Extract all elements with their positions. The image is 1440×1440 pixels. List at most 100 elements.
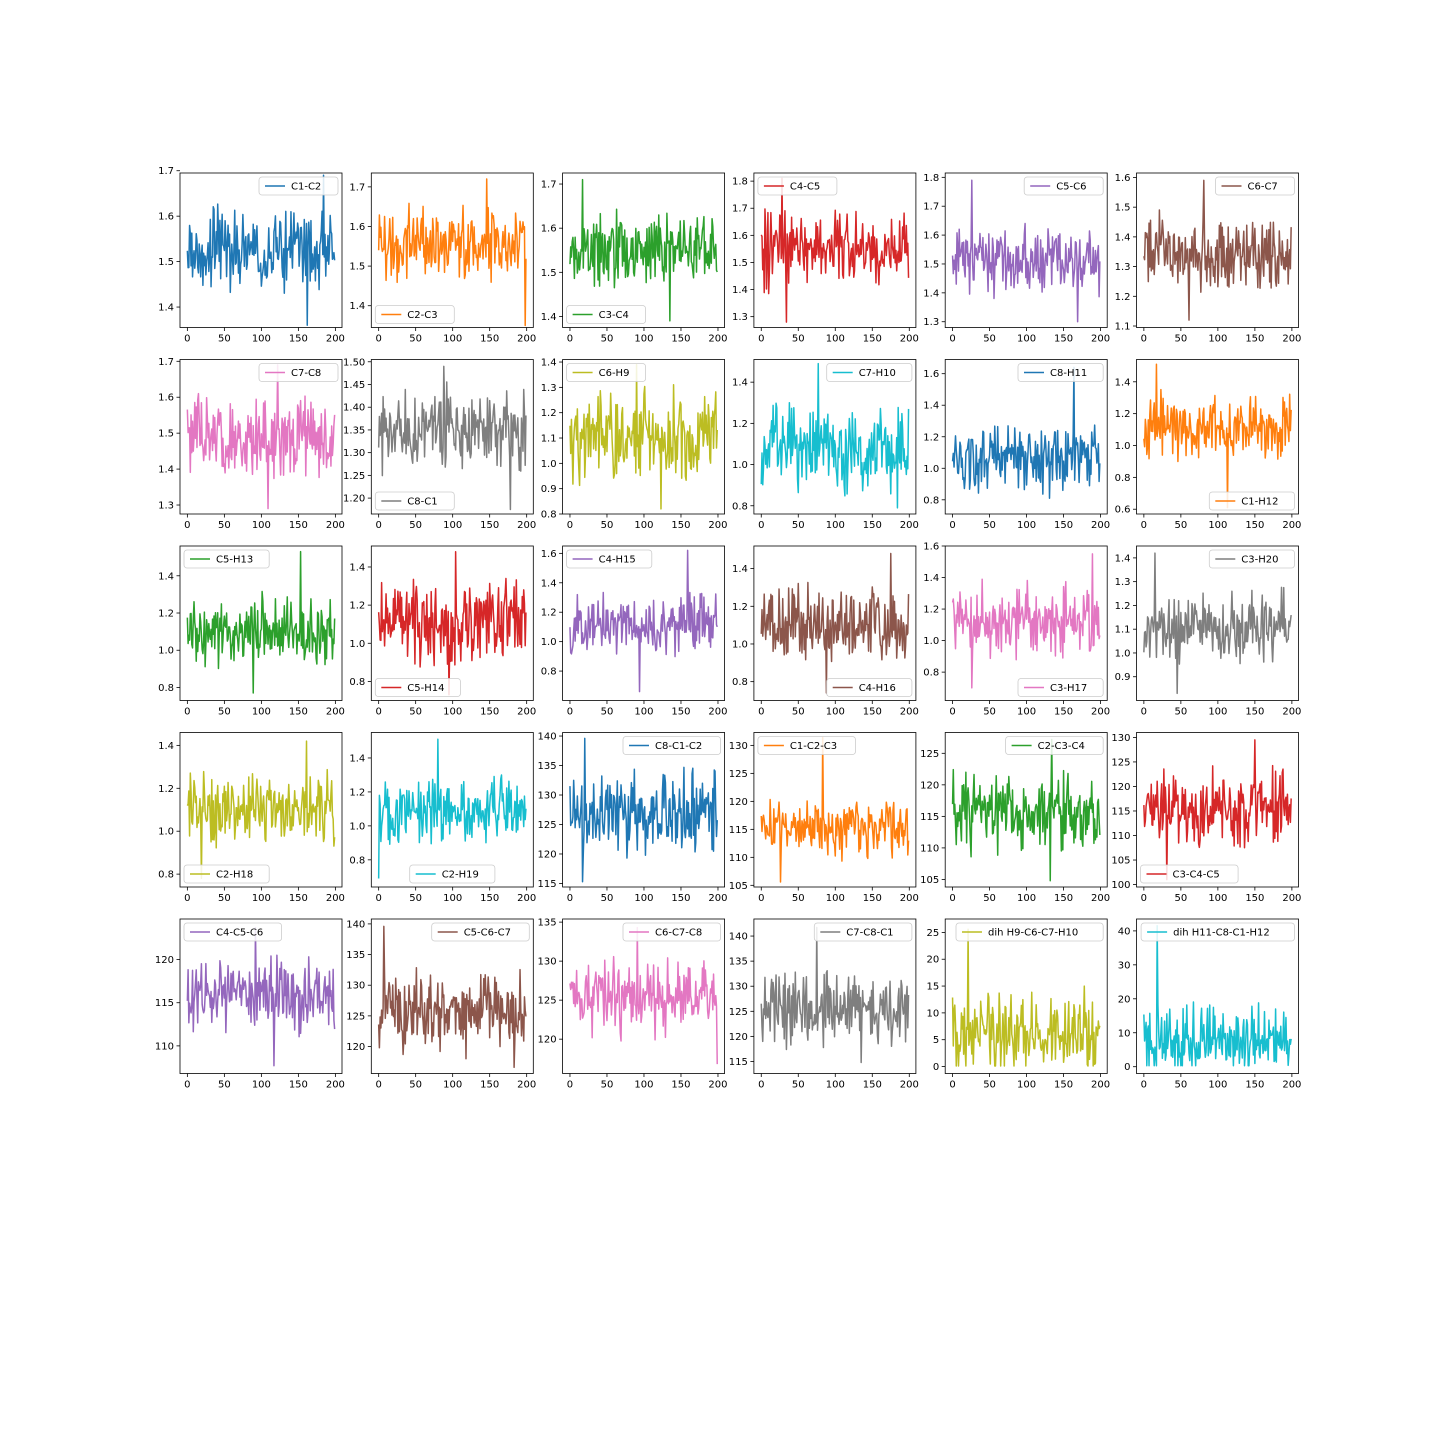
y-tick-label: 1.6	[158, 393, 174, 404]
series-line-C6-H9	[569, 363, 718, 510]
y-tick-label: 1.2	[1115, 601, 1131, 612]
x-tick-label: 0	[949, 707, 955, 718]
legend: C5-C6-C7	[431, 922, 530, 942]
x-tick-label: 0	[567, 520, 573, 531]
y-tick-label: 0.8	[541, 510, 557, 521]
y-tick-label: 0.8	[923, 495, 939, 506]
y-tick-label: 1.4	[158, 571, 174, 582]
legend-box	[1215, 176, 1295, 196]
x-tick-label: 150	[863, 1080, 882, 1091]
series-line-C1-H12	[1143, 363, 1292, 509]
y-tick-label: 1.7	[732, 204, 748, 215]
legend-box	[183, 549, 270, 569]
x-tick-label: 200	[708, 1080, 727, 1091]
legend-label: C8-C1-C2	[655, 741, 702, 752]
legend-box	[622, 736, 721, 755]
y-tick-label: 1.4	[349, 562, 365, 573]
y-tick-label: 1.20	[343, 494, 365, 505]
y-tick-label: 1.7	[158, 166, 174, 177]
x-tick-label: 50	[601, 520, 614, 531]
legend-box	[183, 922, 282, 942]
subplot-C4-H15: 0 50 100 150 200 0.8 1.0 1.2 1.4 1.6 C4-H15	[541, 545, 728, 718]
legend-label: dih H9-C6-C7-H10	[988, 928, 1078, 939]
legend: C1-H12	[1208, 491, 1295, 511]
series-line-C4-H16	[760, 552, 910, 694]
x-tick-label: 200	[517, 334, 536, 345]
series-line-C2-C3	[377, 178, 527, 327]
y-tick-label: 1.4	[732, 564, 748, 575]
legend: C7-H10	[826, 363, 913, 382]
x-tick-label: 200	[900, 334, 919, 345]
x-tick-label: 0	[375, 334, 381, 345]
x-tick-label: 200	[1091, 707, 1110, 718]
legend-box	[258, 176, 339, 196]
legend-box	[409, 864, 496, 884]
series-line-C1-C2-C3	[760, 736, 910, 883]
y-tick-label: 1.1	[1115, 625, 1131, 636]
y-tick-label: 1.5	[1115, 203, 1131, 214]
y-tick-label: 115	[1111, 806, 1130, 817]
x-tick-label: 50	[792, 893, 805, 904]
subplot-C8-H11: 0 50 100 150 200 0.8 1.0 1.2 1.4 1.6 C8-H11	[923, 359, 1110, 531]
x-tick-label: 50	[1174, 707, 1187, 718]
legend: C8-C1-C2	[622, 736, 721, 755]
y-tick-label: 100	[1111, 880, 1130, 891]
y-tick-label: 1.35	[343, 425, 365, 436]
y-tick-label: 1.3	[923, 317, 939, 328]
legend-label: C2-C3	[407, 310, 437, 321]
y-tick-label: 1.4	[349, 301, 365, 312]
y-tick-label: 1.0	[541, 459, 557, 470]
y-tick-label: 1.4	[349, 753, 365, 764]
y-tick-label: 40	[1118, 926, 1131, 937]
subplot-C5-H13: 0 50 100 150 200 0.8 1.0 1.2 1.4 C5-H13	[158, 545, 345, 718]
x-tick-label: 150	[671, 1080, 690, 1091]
y-tick-label: 125	[538, 996, 557, 1007]
y-tick-label: 1.0	[1115, 648, 1131, 659]
subplot-C6-C7: 0 50 100 150 200 1.1 1.2 1.3 1.4 1.5 1.6 C6-C7	[1115, 172, 1301, 345]
x-tick-label: 150	[1054, 707, 1073, 718]
y-tick-label: 1.2	[349, 787, 365, 798]
y-tick-label: 1.45	[343, 380, 365, 391]
y-tick-label: 1.0	[923, 464, 939, 475]
series-line-C6-C7-C8	[569, 926, 718, 1065]
y-tick-label: 120	[729, 1032, 748, 1043]
y-tick-label: 120	[155, 955, 174, 966]
y-tick-label: 130	[729, 741, 748, 752]
x-tick-label: 100	[634, 334, 653, 345]
y-tick-label: 1.0	[732, 639, 748, 650]
y-tick-label: 0	[1124, 1062, 1130, 1073]
y-tick-label: 0.8	[349, 677, 365, 688]
legend: dih H9-C6-C7-H10	[955, 922, 1104, 942]
subplot-C6-C7-C8: 0 50 100 150 200 120 125 130 135 C6-C7-C8	[538, 918, 728, 1091]
legend-box	[1023, 176, 1104, 196]
x-tick-label: 0	[758, 1080, 764, 1091]
legend-box	[566, 549, 653, 569]
x-tick-label: 50	[983, 1080, 996, 1091]
x-tick-label: 100	[1208, 1080, 1227, 1091]
x-tick-label: 50	[983, 707, 996, 718]
y-tick-label: 1.6	[1115, 173, 1131, 184]
y-tick-label: 1.4	[158, 303, 174, 314]
legend-label: C3-H17	[1050, 683, 1087, 694]
y-tick-label: 1.6	[732, 231, 748, 242]
x-tick-label: 50	[1174, 1080, 1187, 1091]
legend: C1-C2	[258, 176, 339, 196]
x-tick-label: 200	[1282, 520, 1301, 531]
y-tick-label: 5	[933, 1035, 939, 1046]
x-tick-label: 200	[1282, 707, 1301, 718]
x-tick-label: 100	[443, 520, 462, 531]
x-tick-label: 0	[567, 334, 573, 345]
y-tick-label: 10	[926, 1008, 939, 1019]
x-tick-label: 100	[443, 707, 462, 718]
series-line-C2-H19	[377, 738, 527, 879]
x-tick-label: 0	[949, 520, 955, 531]
x-tick-label: 150	[289, 520, 308, 531]
x-tick-label: 150	[1245, 520, 1264, 531]
series-line-C3-H17	[951, 553, 1101, 689]
y-tick-label: 1.7	[541, 180, 557, 191]
y-tick-label: 0.8	[158, 683, 174, 694]
y-tick-label: 1.6	[923, 369, 939, 380]
y-tick-label: 1.4	[923, 401, 939, 412]
legend-label: C5-C6	[1056, 182, 1086, 193]
x-tick-label: 100	[443, 1080, 462, 1091]
